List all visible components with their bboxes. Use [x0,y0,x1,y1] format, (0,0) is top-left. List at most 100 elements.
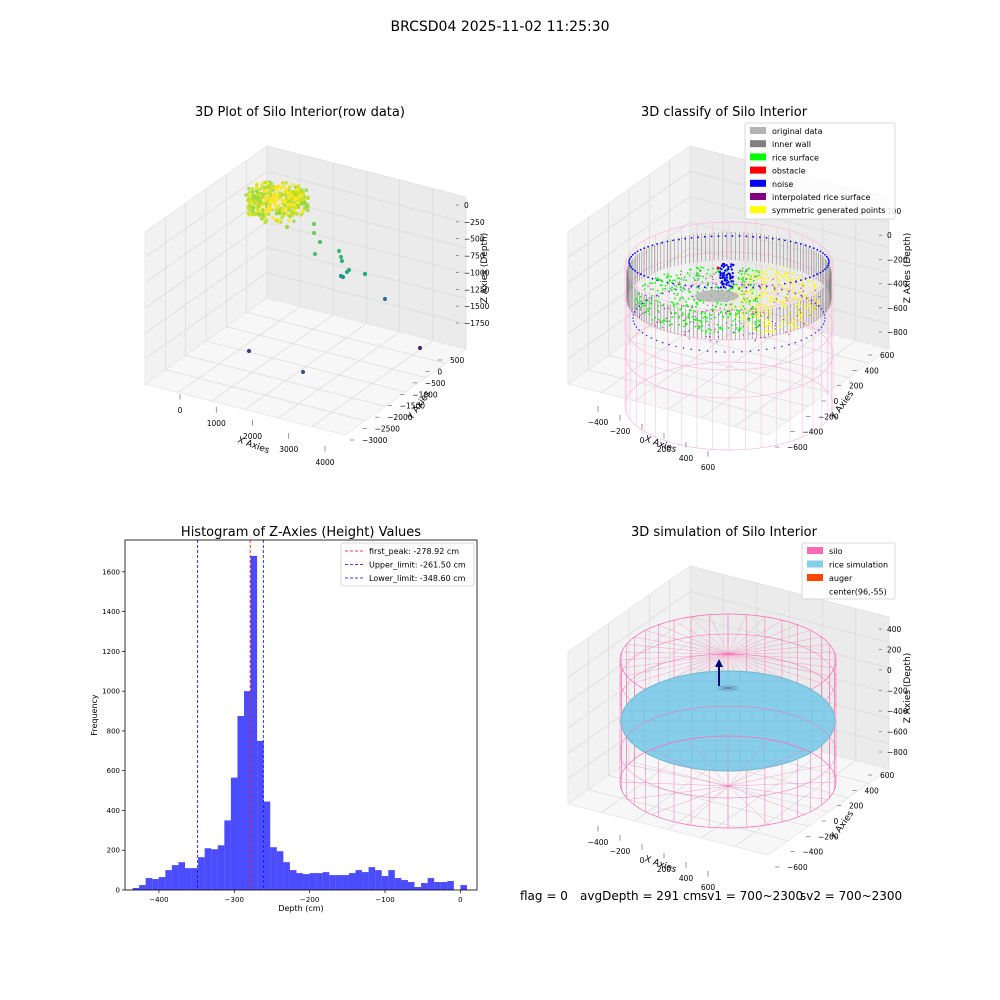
raw-point [281,208,285,212]
raw-point [254,183,259,187]
symmetric-point [776,300,779,302]
histogram-x-tick-2: −200 [300,896,319,904]
raw-point [289,193,294,198]
simulation-y-tick-0: 600 [880,771,895,780]
raw-z-tick-6: −1500 [464,302,490,311]
simulation-legend-label: center(96,-55) [829,588,887,597]
noise-point [634,270,636,272]
symmetric-point [817,302,820,305]
interpolated-point [782,318,785,321]
noise-point [678,238,680,241]
interpolated-point [694,315,697,318]
symmetric-point [789,271,792,274]
symmetric-point [804,323,807,325]
interpolated-point [784,331,787,333]
raw-3d-panel: 3D Plot of Silo Interior(row data) 0 1000… [144,105,490,467]
symmetric-point [751,278,754,281]
rice-surface-point [706,316,708,319]
rice-surface-point [661,321,664,324]
noise-point [715,350,717,353]
noise-point [650,297,653,299]
interpolated-point [697,273,699,275]
classify-z-tick-5: −800 [887,328,908,337]
simulation-x-tick-0: −400 [588,838,609,847]
rice-surface-point [746,318,749,320]
simulation-3d-title: 3D simulation of Silo Interior [631,525,818,540]
symmetric-point [754,316,757,319]
symmetric-point [768,314,771,317]
symmetric-point [792,318,794,320]
symmetric-point [770,296,772,299]
symmetric-point [754,270,757,273]
histogram-bar [342,875,349,890]
raw-point [271,195,276,199]
noise-point [765,285,768,288]
histogram-bar [178,862,185,890]
rice-surface-point [670,301,673,303]
interpolated-point [718,313,720,316]
symmetric-point [757,311,760,314]
noise-point [730,268,733,271]
noise-point [720,264,723,267]
interpolated-point [707,324,710,326]
noise-point [690,285,693,288]
symmetric-point [807,297,810,300]
histogram-y-tick-2: 400 [107,807,120,815]
rice-surface-point [693,277,695,279]
symmetric-point [813,315,816,317]
symmetric-point [788,313,790,315]
noise-point [757,349,760,352]
classify-y-tick-5: −400 [803,428,824,437]
interpolated-point [754,339,757,341]
symmetric-point [735,291,737,293]
histogram-bar [296,873,304,890]
histogram-bar [440,882,448,890]
symmetric-point [786,288,789,290]
noise-point [645,334,648,337]
interpolated-point [639,314,641,316]
simulation-x-ticks: −400−200 0 200 400 600 [588,826,715,892]
interpolated-point [712,304,714,307]
symmetric-point [746,301,749,303]
rice-surface-point [745,312,748,315]
raw-point [255,198,260,203]
noise-point [820,308,823,310]
symmetric-point [811,307,814,310]
noise-point [719,286,723,289]
interpolated-point [699,269,701,272]
noise-point [630,266,633,269]
symmetric-point [763,331,766,333]
noise-point [805,337,808,339]
symmetric-point [764,288,766,291]
noise-point [630,255,633,258]
noise-point [828,261,830,263]
raw-point [304,188,309,192]
rice-surface-point [756,275,758,278]
symmetric-point [733,300,736,303]
rice-surface-point [657,305,659,307]
raw-point [266,195,270,199]
rice-surface-point [753,284,756,286]
symmetric-point [813,300,816,303]
noise-point [765,348,768,351]
interpolated-point [740,309,742,311]
symmetric-point [764,329,767,332]
interpolated-point [771,320,773,323]
noise-point [749,284,752,286]
rice-surface-point [695,286,698,288]
histogram-legend-label: Lower_limit: -348.60 cm [369,574,466,583]
raw-point [284,224,290,230]
rice-surface-point [685,305,688,308]
histogram-bar [237,715,245,890]
interpolated-point [755,308,757,310]
noise-point [650,337,653,339]
noise-point [810,299,813,302]
noise-point [661,341,664,344]
rice-surface-point [682,305,685,307]
rice-surface-point [681,314,684,316]
rice-surface-point [652,288,654,291]
rice-surface-point [665,276,668,279]
classify-legend-label: original data [772,127,823,136]
noise-point [723,283,726,285]
